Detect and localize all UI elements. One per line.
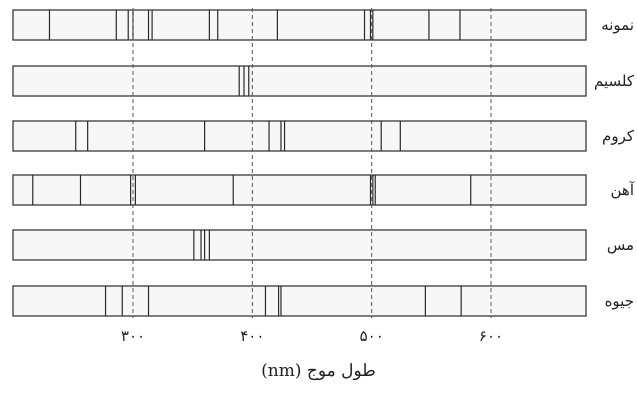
spectrum-strip: نمونه — [12, 9, 634, 41]
spectrum-label: مس — [607, 236, 634, 254]
spectrum-label: نمونه — [601, 16, 634, 34]
spectrum-frame — [12, 229, 587, 261]
spectrum-frame — [12, 120, 587, 152]
spectrum-strip: مس — [12, 229, 634, 261]
spectrum-frame — [12, 174, 587, 206]
tick-label: ۳۰۰ — [121, 327, 145, 345]
spectrum-strip: کروم — [12, 120, 635, 152]
spectrum-label: آهن — [611, 181, 635, 199]
spectrum-frame — [12, 65, 587, 97]
tick-label: ۵۰۰ — [360, 327, 384, 345]
spectrum-frame — [12, 285, 587, 317]
spectrum-frame — [12, 9, 587, 41]
spectrum-label: کلسیم — [594, 72, 635, 90]
axis-title: طول موج (nm) — [261, 361, 376, 381]
spectrum-label: جیوه — [605, 292, 634, 310]
spectrum-strip: جیوه — [12, 285, 634, 317]
tick-label: ۶۰۰ — [479, 327, 503, 345]
tick-label: ۴۰۰ — [240, 327, 264, 345]
spectrum-strip: کلسیم — [12, 65, 635, 97]
spectrum-strip: آهن — [12, 174, 635, 206]
spectrum-label: کروم — [602, 127, 635, 145]
